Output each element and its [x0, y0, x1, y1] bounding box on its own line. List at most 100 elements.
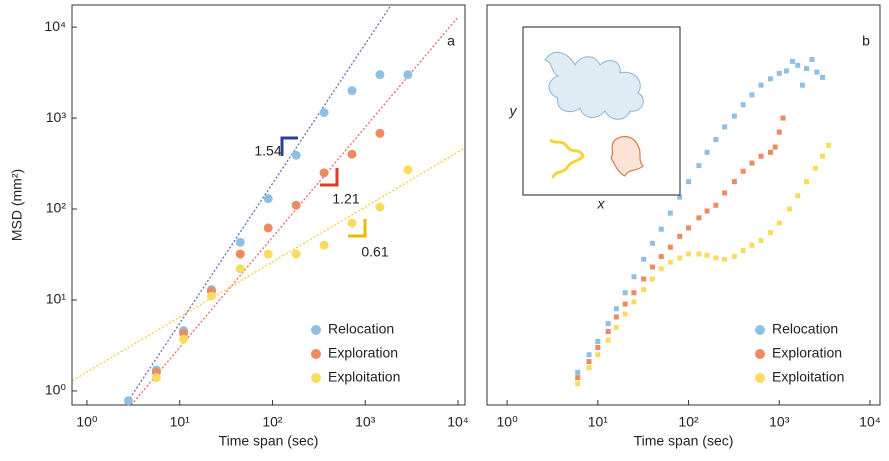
x-axis-label: Time span (sec)	[634, 433, 734, 449]
legend-label: Relocation	[772, 321, 838, 337]
point	[575, 375, 581, 381]
point	[291, 200, 301, 210]
point	[731, 179, 737, 185]
y-tick-label: 10²	[46, 200, 67, 216]
point	[809, 57, 815, 63]
point	[772, 144, 778, 150]
point	[740, 102, 746, 108]
legend-label: Exploitation	[772, 369, 844, 385]
point	[776, 70, 782, 76]
slope-bracket	[348, 219, 367, 238]
point	[291, 249, 301, 259]
point	[375, 202, 385, 212]
point	[749, 242, 755, 248]
point	[704, 208, 710, 214]
point	[586, 352, 592, 358]
point	[649, 276, 655, 282]
fit-line	[72, 147, 465, 382]
y-tick-label: 10⁴	[44, 18, 66, 34]
point	[263, 249, 273, 259]
point	[319, 240, 329, 250]
legend-label: Relocation	[328, 321, 394, 337]
point	[575, 381, 581, 387]
x-tick-label: 10¹	[170, 414, 191, 430]
point	[677, 255, 683, 261]
point	[319, 168, 329, 178]
legend-marker	[755, 325, 765, 335]
point	[291, 150, 301, 160]
point	[658, 226, 664, 232]
x-tick-label: 10⁴	[859, 414, 881, 430]
point	[686, 179, 692, 185]
point	[613, 324, 619, 330]
point	[740, 247, 746, 253]
series	[575, 142, 832, 387]
point	[595, 338, 601, 344]
point	[820, 74, 826, 80]
series	[575, 115, 786, 381]
legend-marker	[755, 349, 765, 359]
point	[696, 163, 702, 169]
x-tick-label: 10¹	[588, 414, 609, 430]
point	[667, 259, 673, 265]
legend-label: Exploitation	[328, 369, 400, 385]
plot-frame	[486, 4, 881, 406]
point	[575, 369, 581, 375]
x-tick-label: 10⁰	[76, 414, 98, 430]
point	[758, 82, 764, 88]
slope-label: 0.61	[361, 244, 388, 260]
point	[263, 223, 273, 233]
point	[658, 266, 664, 272]
point	[622, 311, 628, 317]
point	[713, 202, 719, 208]
point	[613, 314, 619, 320]
point	[347, 218, 357, 228]
point	[799, 82, 805, 88]
point	[731, 254, 737, 260]
point	[658, 254, 664, 260]
point	[776, 129, 782, 135]
panel: 10⁰ 10¹ 10² 10³ 10⁴ Time span (sec) b Relocatio…	[486, 4, 881, 449]
x-axis-label: Time span (sec)	[219, 433, 319, 449]
point	[713, 255, 719, 261]
point	[403, 70, 413, 80]
legend-marker	[311, 373, 321, 383]
point	[649, 264, 655, 270]
inset: y x	[509, 26, 681, 212]
x-tick-label: 10²	[678, 414, 699, 430]
point	[783, 68, 789, 74]
point	[235, 249, 245, 259]
point	[123, 396, 133, 406]
point	[722, 256, 728, 262]
point	[696, 215, 702, 221]
point	[586, 359, 592, 365]
point	[263, 194, 273, 204]
point	[613, 306, 619, 312]
point	[375, 128, 385, 138]
point	[696, 251, 702, 257]
point	[749, 92, 755, 98]
y-tick-label: 10¹	[46, 291, 67, 307]
point	[686, 251, 692, 257]
slope-bracket	[320, 168, 339, 187]
point	[814, 69, 820, 75]
point	[641, 287, 647, 293]
point	[595, 352, 601, 358]
point	[776, 220, 782, 226]
point	[347, 86, 357, 96]
point	[667, 210, 673, 216]
inset-trajectory	[610, 135, 644, 177]
point	[235, 264, 245, 274]
point	[758, 238, 764, 244]
point	[795, 62, 801, 68]
point	[713, 137, 719, 143]
panel: 10⁰ 10¹ 10² 10³ 10⁴ 10⁰ 10¹ 10² 10³ 10⁴ Time span …	[9, 4, 469, 449]
point	[622, 290, 628, 296]
point	[677, 233, 683, 239]
point	[677, 194, 683, 200]
point	[790, 58, 796, 64]
point	[631, 299, 637, 305]
panel-label: a	[447, 33, 455, 49]
point	[740, 168, 746, 174]
